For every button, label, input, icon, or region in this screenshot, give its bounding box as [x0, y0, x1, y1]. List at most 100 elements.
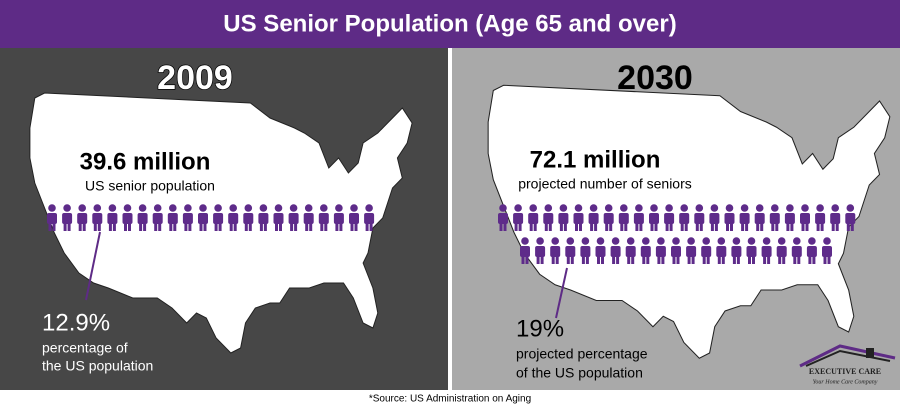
icon-leg [82, 222, 86, 231]
icon-head [153, 204, 162, 212]
count: 72.1 million [530, 146, 661, 173]
person-icon [228, 204, 239, 231]
person-icon [122, 204, 133, 231]
icon-head [589, 204, 598, 212]
icon-leg [597, 255, 600, 264]
person-icon [746, 237, 757, 264]
icon-body [558, 213, 569, 224]
icon-leg [760, 222, 764, 231]
icon-body [776, 246, 787, 257]
person-icon [77, 204, 88, 231]
icon-head [566, 237, 575, 245]
person-icon [776, 237, 787, 264]
icon-body [535, 246, 546, 257]
icon-body [694, 213, 705, 224]
count: 39.6 million [80, 148, 211, 175]
logo-chimney [866, 348, 874, 358]
icon-body [806, 246, 817, 257]
icon-leg [721, 255, 725, 264]
icon-head [581, 237, 590, 245]
icon-body [550, 246, 561, 257]
icon-head [672, 237, 680, 245]
icon-head [289, 204, 298, 212]
icon-leg [324, 222, 328, 231]
icon-head [665, 204, 673, 212]
person-icon [649, 204, 659, 231]
person-icon [716, 237, 727, 264]
icon-leg [669, 222, 673, 231]
icon-leg [732, 255, 736, 264]
logo: EXECUTIVE CARE Your Home Care Company [799, 344, 896, 385]
icon-leg [820, 222, 824, 231]
icon-head [320, 204, 328, 212]
person-icon [273, 204, 284, 231]
icon-body [213, 213, 224, 224]
icon-leg [846, 222, 850, 231]
icon-body [655, 246, 666, 257]
person-icon [769, 204, 780, 231]
icon-body [107, 213, 118, 224]
icon-leg [290, 222, 294, 231]
icon-body [716, 246, 727, 257]
icon-leg [548, 222, 552, 231]
icon-head [169, 204, 177, 212]
icon-body [671, 246, 681, 257]
icon-head [808, 237, 816, 245]
icon-leg [139, 222, 143, 231]
icon-leg [695, 222, 699, 231]
icon-body [769, 213, 780, 224]
icon-leg [229, 222, 233, 231]
icon-leg [771, 222, 775, 231]
icon-leg [158, 222, 162, 231]
person-icon [822, 237, 832, 264]
icon-leg [835, 222, 839, 231]
icon-head [635, 204, 643, 212]
icon-body [686, 246, 697, 257]
icon-leg [642, 255, 646, 264]
icon-body [152, 213, 163, 224]
person-icon [655, 237, 666, 264]
person-icon [633, 204, 644, 231]
icon-head [365, 204, 373, 212]
icon-body [364, 213, 375, 224]
person-icon [565, 237, 576, 264]
icon-body [288, 213, 299, 224]
icon-leg [124, 222, 127, 231]
icon-body [679, 213, 690, 224]
icon-head [801, 204, 809, 212]
icon-body [784, 213, 795, 224]
icon-leg [48, 222, 52, 231]
icon-leg [786, 222, 790, 231]
person-icon [520, 237, 530, 264]
icon-leg [521, 255, 525, 264]
icon-head [762, 237, 771, 245]
person-icon [243, 204, 254, 231]
icon-body [618, 213, 629, 224]
icon-leg [555, 255, 559, 264]
icon-leg [259, 222, 263, 231]
icon-leg [579, 222, 582, 231]
person-icon [62, 204, 73, 231]
icon-leg [540, 255, 544, 264]
icon-body [137, 213, 148, 224]
icon-leg [199, 222, 203, 231]
icon-leg [661, 255, 665, 264]
icon-leg [763, 255, 767, 264]
icon-leg [827, 255, 831, 264]
icon-leg [680, 222, 684, 231]
person-icon [47, 204, 57, 231]
icon-head [626, 237, 635, 245]
icon-body [791, 246, 802, 257]
icon-leg [309, 222, 313, 231]
icon-head [514, 204, 522, 212]
icon-body [167, 213, 178, 224]
icon-body [198, 213, 208, 224]
icon-leg [805, 222, 809, 231]
icon-head [499, 204, 507, 212]
person-icon [137, 204, 148, 231]
icon-head [717, 237, 726, 245]
icon-head [529, 204, 537, 212]
icon-body [573, 213, 584, 224]
person-icon [152, 204, 163, 231]
icon-leg [654, 222, 658, 231]
